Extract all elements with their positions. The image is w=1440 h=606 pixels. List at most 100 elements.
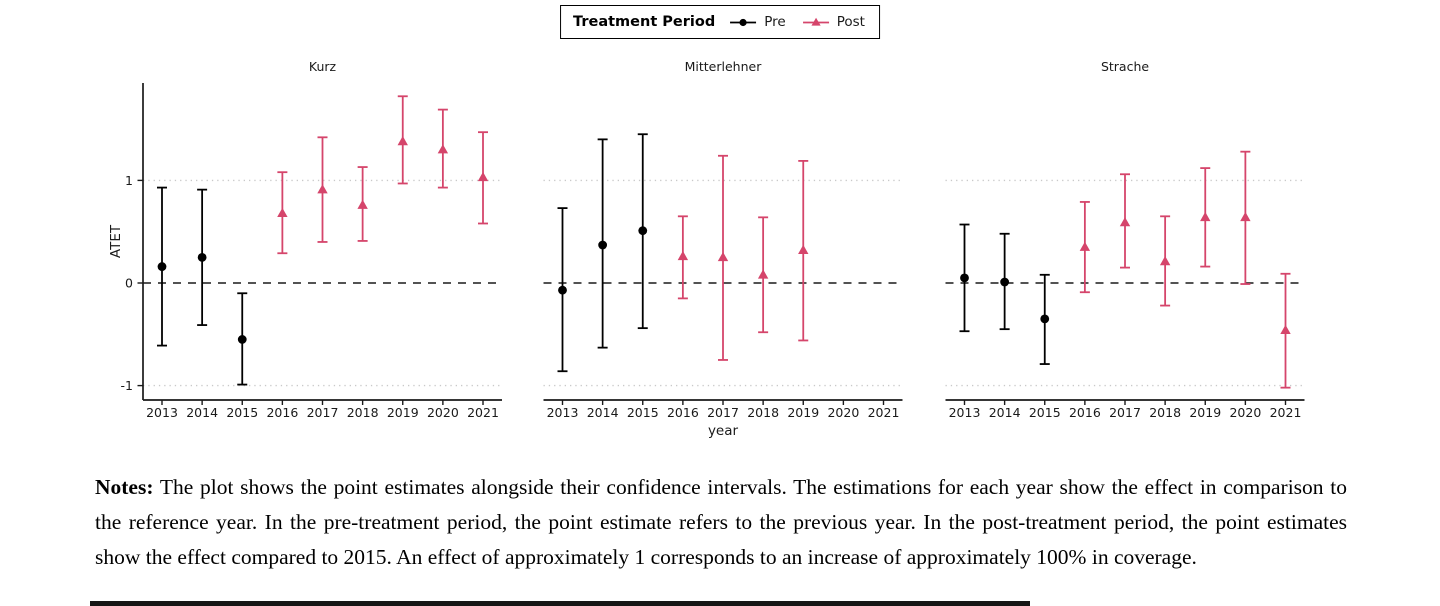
post-point-marker <box>477 171 489 182</box>
x-tick-label: 2013 <box>949 405 981 420</box>
post-point-marker <box>1280 324 1291 334</box>
pre-point-marker <box>237 335 247 344</box>
pointrange-strache-2013 <box>959 223 970 333</box>
pointrange-mitterlehner-2015 <box>637 133 648 330</box>
panel-kurz: Kurz 2013 2014 2015 2016 2017 2018 2019 2020 2021… <box>108 59 502 420</box>
x-tick-label: 2018 <box>747 405 779 420</box>
x-tick-label: 2019 <box>1189 405 1221 420</box>
post-point-marker <box>798 244 809 254</box>
y-tick-label: -1 <box>121 378 133 393</box>
y-axis-title: ATET <box>108 224 124 258</box>
x-tick-label: 2015 <box>226 405 258 420</box>
pointrange-kurz-2016 <box>277 171 288 255</box>
facet-title: Mitterlehner <box>685 59 763 74</box>
pointrange-kurz-2018 <box>357 166 368 242</box>
x-tick-label: 2015 <box>1029 405 1061 420</box>
legend-box: Treatment Period Pre Post <box>560 5 880 39</box>
post-point-marker <box>717 251 729 262</box>
triangle-icon <box>802 17 829 26</box>
legend-entry-pre: Pre <box>729 14 786 30</box>
pointrange-strache-2020 <box>1240 150 1251 285</box>
pointrange-mitterlehner-2014 <box>597 138 608 349</box>
pre-point-marker <box>1040 314 1050 324</box>
post-point-marker <box>277 207 288 218</box>
post-point-marker <box>437 144 449 154</box>
x-tick-label: 2020 <box>1229 405 1261 420</box>
x-tick-label: 2021 <box>868 405 900 420</box>
legend-entry-label: Post <box>836 14 865 30</box>
post-point-marker <box>1200 211 1211 222</box>
pointrange-kurz-2021 <box>477 131 489 225</box>
post-point-marker <box>1119 217 1131 227</box>
pre-point-marker <box>157 262 167 271</box>
x-tick-label: 2020 <box>827 405 859 420</box>
facet-title: Kurz <box>309 59 337 74</box>
pointrange-kurz-2014 <box>197 188 208 326</box>
post-point-marker <box>397 136 408 146</box>
x-tick-label: 2017 <box>1109 405 1141 420</box>
pointrange-mitterlehner-2018 <box>757 216 769 334</box>
x-tick-label: 2021 <box>1270 405 1302 420</box>
x-tick-label: 2021 <box>467 405 499 420</box>
x-tick-label: 2015 <box>627 405 659 420</box>
pointrange-strache-2016 <box>1079 201 1091 294</box>
pointrange-strache-2018 <box>1159 215 1171 307</box>
pointrange-strache-2021 <box>1280 272 1291 389</box>
pre-point-marker <box>558 285 567 295</box>
post-point-marker <box>1079 241 1091 251</box>
facet-title: Strache <box>1101 59 1149 74</box>
panel-strache: Strache 2013 2014 2015 2016 2017 2018 2019 2020 2… <box>945 59 1305 420</box>
pointrange-kurz-2019 <box>397 95 408 185</box>
y-tick-label: 1 <box>125 173 133 188</box>
x-tick-label: 2014 <box>989 405 1021 420</box>
figure-notes: Notes: The plot shows the point estimate… <box>95 470 1347 575</box>
x-tick-label: 2020 <box>427 405 459 420</box>
x-tick-label: 2018 <box>1149 405 1181 420</box>
pointrange-kurz-2013 <box>157 186 167 347</box>
notes-text: The plot shows the point estimates along… <box>95 474 1347 569</box>
pointrange-kurz-2015 <box>237 292 248 386</box>
pointrange-mitterlehner-2019 <box>798 160 809 342</box>
x-tick-label: 2019 <box>787 405 819 420</box>
pointrange-kurz-2020 <box>437 108 449 189</box>
x-tick-label: 2014 <box>587 405 619 420</box>
notes-label: Notes: <box>95 474 154 499</box>
facet-pointrange-plot: Kurz 2013 2014 2015 2016 2017 2018 2019 2020 2021… <box>108 59 1305 439</box>
pointrange-strache-2015 <box>1039 273 1050 365</box>
pointrange-mitterlehner-2017 <box>717 154 729 361</box>
pre-point-marker <box>638 226 648 236</box>
pointrange-strache-2014 <box>999 232 1010 331</box>
x-tick-label: 2019 <box>387 405 419 420</box>
post-point-marker <box>757 269 769 279</box>
pre-point-marker <box>960 273 969 283</box>
x-tick-label: 2017 <box>707 405 739 420</box>
y-tick-label: 0 <box>125 276 133 291</box>
pointrange-mitterlehner-2013 <box>557 207 568 373</box>
pointrange-strache-2019 <box>1200 167 1211 268</box>
legend-entries: Pre Post <box>729 14 865 30</box>
x-tick-label: 2013 <box>547 405 579 420</box>
x-tick-label: 2018 <box>347 405 379 420</box>
pointrange-mitterlehner-2016 <box>677 215 689 300</box>
post-point-marker <box>317 184 328 194</box>
pointrange-strache-2017 <box>1119 173 1131 269</box>
post-point-marker <box>357 199 368 209</box>
panel-mitterlehner: Mitterlehner 2013 2014 2015 2016 2017 2018 2019… <box>543 59 903 420</box>
post-point-marker <box>1159 256 1171 266</box>
cutoff-element-bar <box>90 601 1030 606</box>
x-tick-label: 2014 <box>186 405 218 420</box>
post-point-marker <box>677 250 689 261</box>
x-tick-label: 2013 <box>146 405 178 420</box>
x-tick-label: 2017 <box>307 405 339 420</box>
circle-icon <box>730 18 757 27</box>
pre-point-marker <box>197 252 207 262</box>
pre-point-marker <box>1000 277 1010 287</box>
x-tick-label: 2016 <box>1069 405 1101 420</box>
post-point-marker <box>1240 211 1251 222</box>
legend-entry-post: Post <box>802 14 865 30</box>
x-tick-label: 2016 <box>266 405 298 420</box>
x-tick-label: 2016 <box>667 405 699 420</box>
pre-point-marker <box>598 240 608 250</box>
x-axis-title: year <box>708 423 739 439</box>
